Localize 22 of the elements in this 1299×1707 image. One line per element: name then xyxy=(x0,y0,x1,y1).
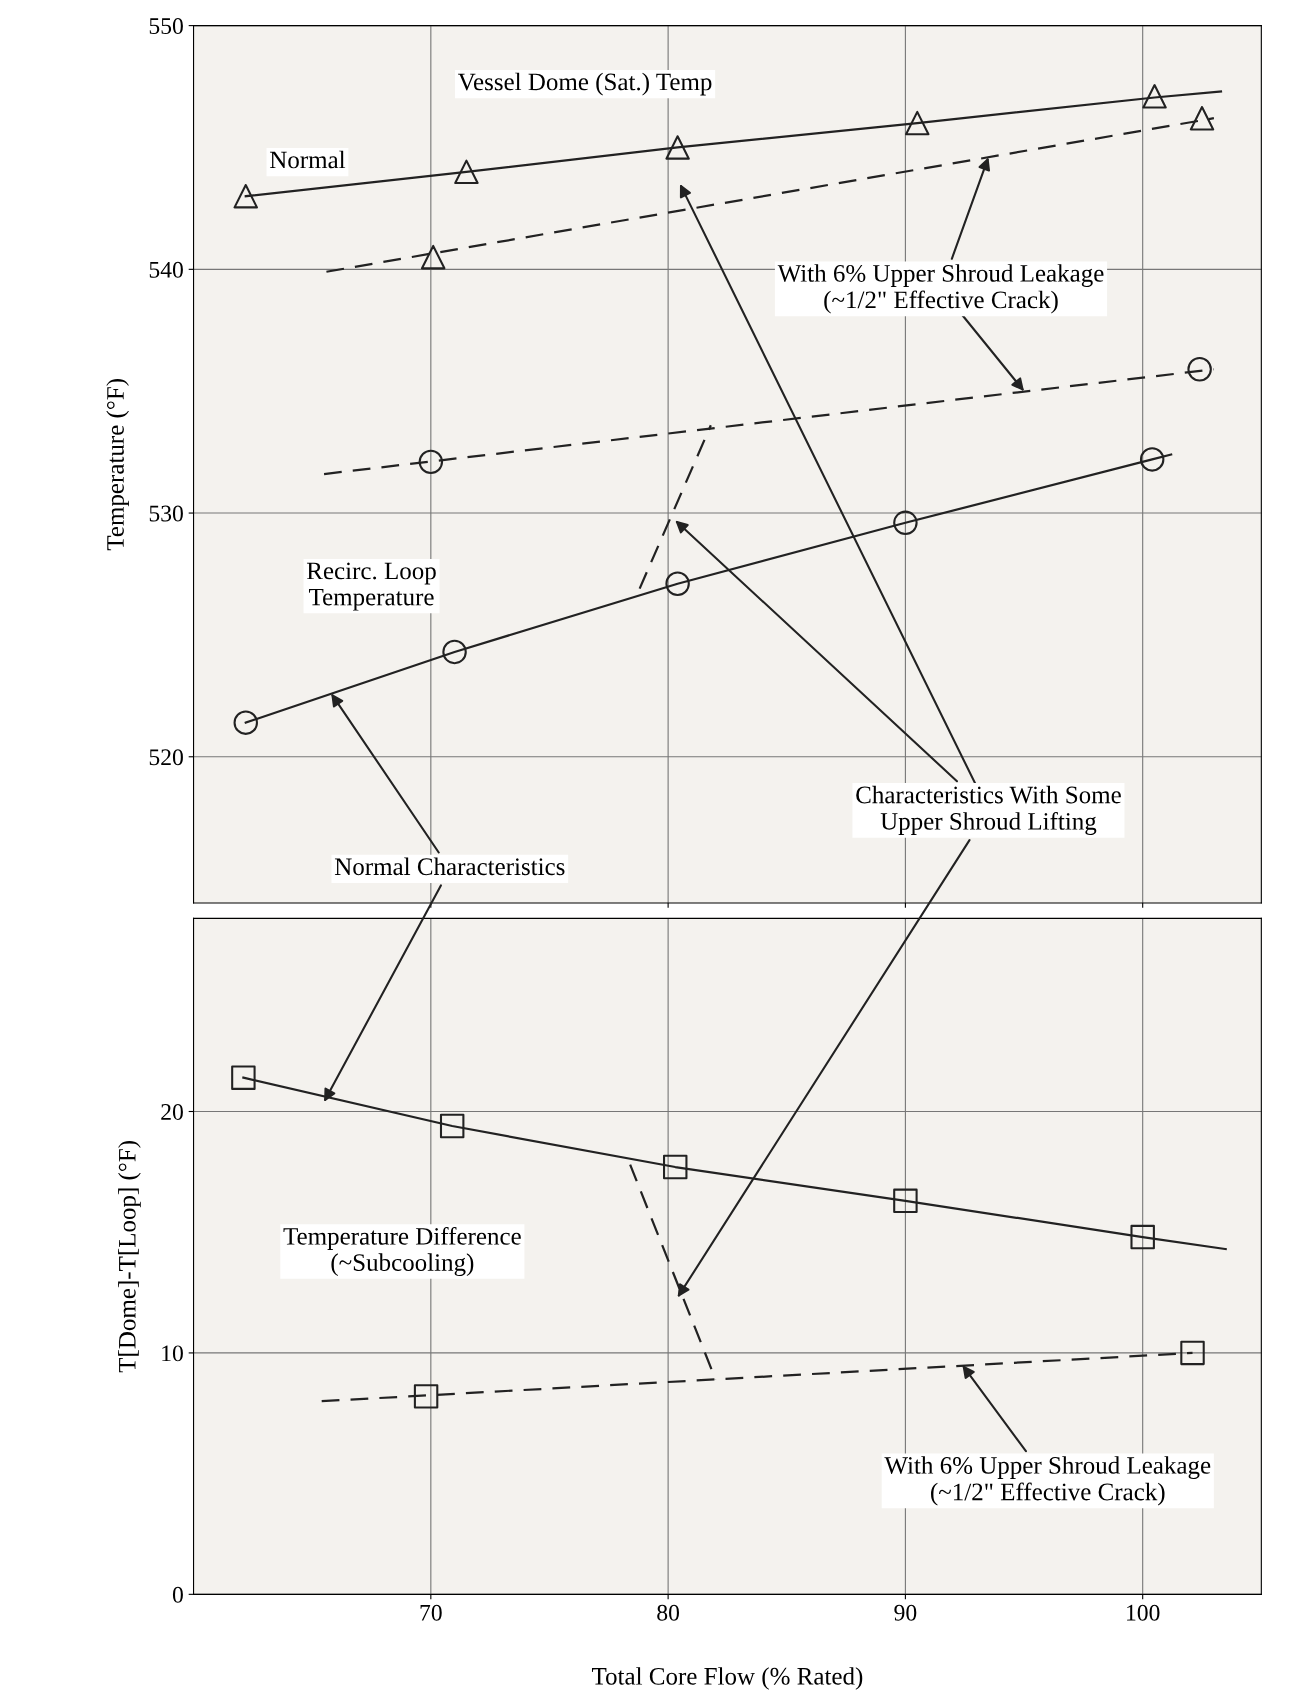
annotation: Temperature Difference (~Subcooling) xyxy=(283,1226,521,1277)
y-tick-label: 10 xyxy=(162,1345,183,1362)
annotation: Vessel Dome (Sat.) Temp xyxy=(458,72,712,96)
annotation: With 6% Upper Shroud Leakage (~1/2" Effective Crack) xyxy=(777,264,1104,314)
y-tick-label: 540 xyxy=(149,261,183,278)
y-axis-title: Temperature (°F) xyxy=(106,379,129,551)
annotation: Characteristics With Some Upper Shroud Lifting xyxy=(856,785,1121,835)
x-tick-label: 70 xyxy=(420,1604,442,1621)
annotation: Recirc. Loop Temperature xyxy=(306,562,436,611)
y-tick-label: 530 xyxy=(149,505,183,522)
y-tick-label: 520 xyxy=(149,749,183,766)
y-tick-label: 550 xyxy=(149,18,183,35)
x-tick-label: 100 xyxy=(1127,1604,1160,1621)
y-axis-title: T[Dome]-T[Loop] (°F) xyxy=(118,1141,141,1373)
y-tick-label: 20 xyxy=(161,1103,183,1120)
annotation: With 6% Upper Shroud Leakage (~1/2" Effective Crack) xyxy=(884,1456,1211,1506)
x-axis-title: Total Core Flow (% Rated) xyxy=(591,1667,863,1690)
annotation: Normal Characteristics xyxy=(334,857,565,876)
annotation: Normal xyxy=(269,150,346,169)
x-tick-label: 90 xyxy=(894,1604,917,1621)
x-tick-label: 80 xyxy=(657,1604,680,1621)
y-tick-label: 0 xyxy=(172,1586,183,1603)
